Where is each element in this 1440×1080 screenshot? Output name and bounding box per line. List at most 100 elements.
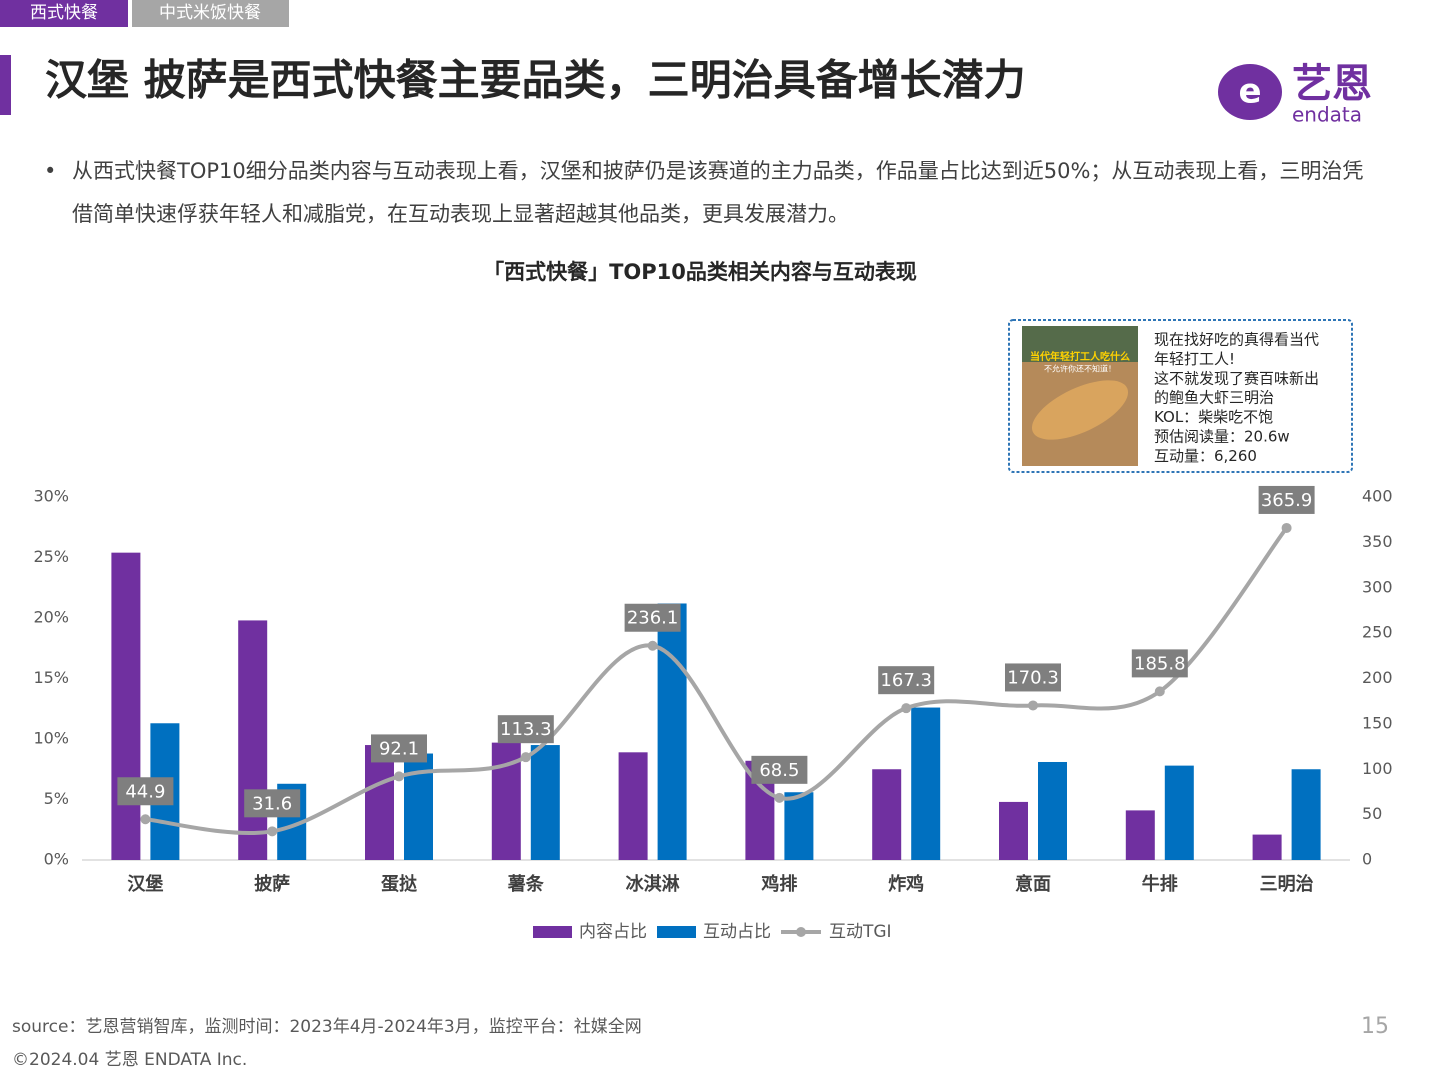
page-number: 15 bbox=[1361, 1014, 1389, 1039]
bar bbox=[1038, 761, 1067, 860]
tab-label[interactable]: 中式米饭快餐 bbox=[159, 3, 261, 23]
y2-tick-label: 400 bbox=[1362, 487, 1393, 506]
page-title: 汉堡 披萨是西式快餐主要品类，三明治具备增长潜力 bbox=[45, 56, 1026, 105]
bar bbox=[238, 620, 268, 860]
annotation-line: 预估阅读量：20.6w bbox=[1154, 428, 1290, 446]
value-label-box bbox=[371, 734, 427, 763]
bullet-text: 从西式快餐TOP10细分品类内容与互动表现上看，汉堡和披萨仍是该赛道的主力品类，… bbox=[72, 159, 1364, 226]
bar bbox=[1125, 810, 1155, 860]
annotation-line: 这不就发现了赛百味新出 bbox=[1154, 369, 1319, 387]
value-label: 365.9 bbox=[1261, 490, 1313, 511]
y2-tick-label: 350 bbox=[1362, 532, 1393, 551]
bar bbox=[657, 603, 687, 860]
bar bbox=[365, 745, 394, 860]
point bbox=[394, 771, 404, 782]
y2-tick-label: 200 bbox=[1362, 668, 1393, 687]
value-label-box bbox=[751, 755, 808, 784]
tab-active[interactable] bbox=[0, 0, 128, 27]
logo-subtext: endata bbox=[1292, 103, 1362, 127]
bar bbox=[530, 745, 560, 860]
image-text: 当代年轻打工人吃什么 bbox=[1030, 350, 1130, 363]
bar bbox=[911, 707, 941, 860]
point bbox=[647, 640, 658, 651]
bar bbox=[999, 801, 1028, 860]
legend-label: 互动TGI bbox=[829, 922, 892, 942]
x-tick-label: 牛排 bbox=[1142, 873, 1178, 895]
point bbox=[1028, 700, 1038, 711]
bar bbox=[1164, 765, 1194, 860]
line bbox=[145, 526, 1289, 836]
y2-tick-label: 300 bbox=[1362, 577, 1393, 596]
point bbox=[901, 703, 912, 714]
y-tick-label: 5% bbox=[44, 789, 69, 808]
x-tick-label: 鸡排 bbox=[760, 873, 797, 895]
annotation-line: 年轻打工人! bbox=[1154, 350, 1235, 368]
value-label-box bbox=[244, 789, 301, 818]
value-label-box bbox=[1258, 485, 1315, 514]
legend-label: 内容占比 bbox=[579, 922, 647, 942]
value-label: 92.1 bbox=[379, 738, 419, 759]
tab-label[interactable]: 西式快餐 bbox=[30, 3, 98, 23]
y2-tick-label: 150 bbox=[1362, 713, 1393, 732]
image-sandwich bbox=[1031, 380, 1129, 440]
value-label-box bbox=[624, 603, 681, 632]
y-tick-label: 10% bbox=[33, 729, 69, 748]
y2-tick-label: 50 bbox=[1362, 804, 1382, 823]
bar bbox=[872, 769, 902, 860]
x-tick-label: 披萨 bbox=[254, 873, 290, 895]
x-tick-label: 炸鸡 bbox=[888, 873, 924, 895]
y-tick-label: 30% bbox=[33, 487, 69, 506]
y-tick-label: 0% bbox=[44, 850, 69, 869]
bullet-dot: • bbox=[44, 159, 57, 183]
y-tick-label: 20% bbox=[33, 608, 69, 627]
logo-mark bbox=[1218, 64, 1282, 120]
value-label: 113.3 bbox=[500, 719, 552, 740]
value-label: 44.9 bbox=[125, 781, 165, 802]
bar bbox=[111, 552, 141, 860]
tab[interactable] bbox=[132, 0, 289, 27]
point bbox=[1281, 522, 1292, 533]
image-top bbox=[1022, 326, 1138, 362]
value-label-box bbox=[497, 715, 554, 744]
logo-text: 艺恩 bbox=[1292, 61, 1372, 107]
title-bar bbox=[0, 55, 11, 115]
annotation-line: KOL：柴柴吃不饱 bbox=[1154, 408, 1273, 426]
point bbox=[267, 826, 278, 837]
y2-tick-label: 0 bbox=[1362, 850, 1372, 869]
legend-swatch bbox=[796, 927, 806, 937]
x-tick-label: 冰淇淋 bbox=[626, 873, 680, 895]
value-label-box bbox=[1005, 663, 1061, 692]
annotation-line: 现在找好吃的真得看当代 bbox=[1154, 331, 1319, 349]
y2-tick-label: 100 bbox=[1362, 759, 1393, 778]
y-tick-label: 15% bbox=[33, 668, 69, 687]
chart-title: 「西式快餐」TOP10品类相关内容与互动表现 bbox=[483, 260, 917, 284]
bar bbox=[618, 752, 648, 860]
value-label-box bbox=[117, 777, 174, 806]
point bbox=[520, 752, 531, 763]
annotation-line: 互动量：6,260 bbox=[1154, 447, 1257, 465]
point bbox=[140, 814, 151, 825]
x-tick-label: 蛋挞 bbox=[381, 873, 418, 895]
image-text: 不允许你还不知道！ bbox=[1044, 364, 1116, 374]
legend-swatch bbox=[657, 926, 696, 938]
legend-label: 互动占比 bbox=[703, 922, 771, 942]
value-label: 68.5 bbox=[759, 760, 799, 781]
bar bbox=[1252, 834, 1282, 860]
copyright: ©2024.04 艺恩 ENDATA Inc. bbox=[12, 1050, 247, 1070]
x-tick-label: 薯条 bbox=[507, 873, 545, 895]
x-tick-label: 汉堡 bbox=[127, 873, 163, 895]
value-label: 167.3 bbox=[880, 670, 932, 691]
logo-e: e bbox=[1238, 72, 1261, 112]
value-label: 31.6 bbox=[252, 793, 292, 814]
value-label: 236.1 bbox=[627, 608, 679, 629]
x-tick-label: 三明治 bbox=[1260, 873, 1314, 895]
value-label: 185.8 bbox=[1134, 653, 1186, 674]
point bbox=[1154, 686, 1165, 697]
source: source：艺恩营销智库，监测时间：2023年4月-2024年3月，监控平台：… bbox=[12, 1017, 642, 1037]
bar bbox=[784, 792, 814, 860]
bar bbox=[1291, 769, 1321, 860]
value-label-box bbox=[1131, 649, 1188, 678]
value-label: 170.3 bbox=[1007, 667, 1059, 688]
